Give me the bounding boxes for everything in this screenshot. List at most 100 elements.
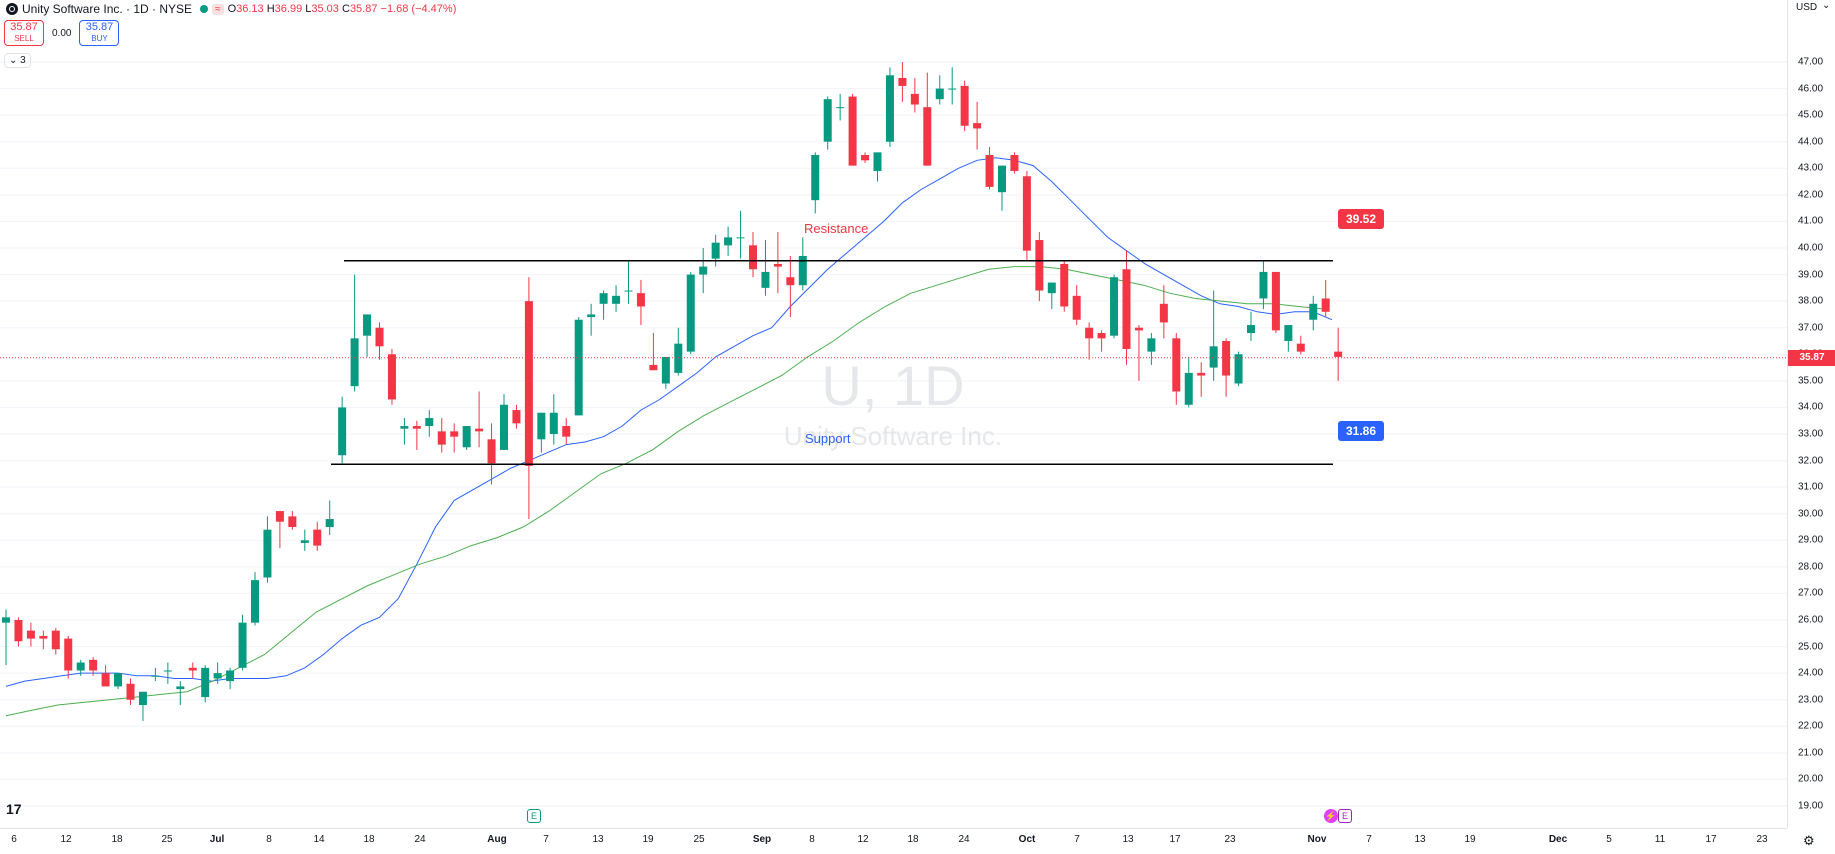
candle-down: [475, 428, 484, 432]
candle-up: [1184, 372, 1193, 405]
candle-up: [263, 529, 272, 578]
price-label: 27.00: [1798, 587, 1824, 599]
candle-down: [1222, 341, 1231, 376]
candle-up: [363, 314, 372, 336]
tradingview-logo-icon[interactable]: 17: [6, 801, 22, 817]
candle-down: [288, 516, 297, 527]
time-label: 12: [857, 834, 869, 845]
chart-pane[interactable]: U, 1D Unity Software Inc. Unity Software…: [0, 0, 1787, 828]
symbol-title[interactable]: Unity Software Inc. · 1D · NYSE: [22, 2, 193, 16]
trade-panel: 35.87 SELL 0.00 35.87 BUY: [4, 20, 120, 46]
candle-up: [1234, 354, 1243, 384]
price-label: 40.00: [1798, 242, 1824, 254]
candle-down: [375, 327, 384, 347]
candle-up: [823, 99, 832, 142]
flash-event-icon[interactable]: ⚡: [1324, 809, 1338, 823]
price-label: 42.00: [1798, 189, 1824, 201]
resistance-label[interactable]: Resistance: [804, 221, 869, 236]
time-scale[interactable]: 6 12 18 25 Jul 8 14 18 24 Aug 7 13 19 25 Sep 8 12 18 24 Oct…: [0, 828, 1787, 854]
candle-up: [350, 338, 359, 387]
price-label: 39.00: [1798, 269, 1824, 281]
candle-down: [14, 620, 23, 642]
indicators-toggle[interactable]: ⌄ 3: [4, 53, 31, 68]
price-label: 43.00: [1798, 162, 1824, 174]
candle-up: [2, 617, 10, 623]
candle-up: [251, 580, 259, 623]
last-price-tag: 35.87: [1788, 349, 1835, 366]
currency-selector[interactable]: USD: [1796, 2, 1818, 13]
price-label: 35.00: [1798, 375, 1824, 387]
buy-button[interactable]: 35.87 BUY: [79, 20, 120, 46]
candle-down: [188, 667, 197, 671]
candle-up: [1284, 325, 1293, 341]
price-label: 29.00: [1798, 534, 1824, 546]
candle-down: [786, 277, 795, 286]
time-label: 23: [1224, 834, 1236, 845]
sell-button[interactable]: 35.87 SELL: [4, 20, 44, 46]
price-label: 41.00: [1798, 215, 1824, 227]
time-label: Oct: [1018, 834, 1036, 845]
price-label: 37.00: [1798, 322, 1824, 334]
candle-up: [674, 343, 683, 373]
time-label: 19: [1464, 834, 1476, 845]
data-mode-pill[interactable]: ≈: [212, 3, 224, 15]
market-status-icon[interactable]: [200, 5, 209, 13]
candlestick-chart[interactable]: U, 1D Unity Software Inc.: [0, 0, 1787, 828]
candle-up: [612, 295, 621, 304]
time-label: 18: [907, 834, 919, 845]
candle-down: [1035, 240, 1044, 291]
candle-down: [1334, 351, 1343, 357]
candle-down: [1097, 333, 1106, 339]
time-label: Dec: [1548, 834, 1568, 845]
earnings-icon[interactable]: E: [527, 809, 541, 823]
candle-up: [811, 155, 820, 201]
candle-down: [749, 245, 757, 270]
candle-up: [1259, 271, 1268, 299]
candle-up: [425, 418, 434, 427]
time-label: 11: [1654, 834, 1666, 845]
price-label: 30.00: [1798, 508, 1824, 520]
price-label: 32.00: [1798, 455, 1824, 467]
upcoming-earnings-icon[interactable]: E: [1338, 809, 1352, 823]
candle-up: [948, 88, 957, 90]
chevron-down-icon[interactable]: ⌄: [1822, 0, 1831, 11]
price-label: 25.00: [1798, 641, 1824, 653]
candle-down: [1296, 343, 1305, 352]
candle-down: [412, 426, 421, 429]
time-label: 25: [161, 834, 173, 845]
time-label: 8: [809, 834, 815, 845]
time-label: Jul: [209, 834, 225, 845]
moving-average-fast: [5, 157, 1333, 687]
price-scale[interactable]: USD ⌄ 47.00 46.00 45.00 44.00 43.00 42.00 41.0…: [1787, 0, 1835, 828]
price-label: 45.00: [1798, 109, 1824, 121]
gear-icon[interactable]: ⚙: [1803, 833, 1815, 848]
candle-down: [773, 263, 782, 267]
candle-down: [126, 683, 135, 700]
support-label[interactable]: Support: [805, 431, 851, 446]
candle-up: [574, 319, 583, 416]
candle-down: [450, 431, 459, 437]
time-label: 25: [693, 834, 705, 845]
candle-down: [1159, 303, 1168, 323]
candle-up: [711, 242, 720, 259]
time-label: 24: [414, 834, 426, 845]
candle-down: [898, 77, 907, 86]
time-label: 18: [363, 834, 375, 845]
candle-up: [1309, 303, 1318, 320]
resistance-price-tag[interactable]: 39.52: [1338, 209, 1385, 229]
price-label: 31.00: [1798, 481, 1824, 493]
candle-down: [1072, 295, 1081, 320]
candle-up: [226, 670, 235, 682]
candle-down: [275, 511, 284, 522]
time-label: 17: [1169, 834, 1181, 845]
candle-up: [151, 675, 160, 677]
support-price-tag[interactable]: 31.86: [1338, 421, 1385, 441]
candle-up: [213, 673, 222, 679]
candle-down: [437, 431, 446, 445]
candle-down: [524, 301, 533, 466]
candle-up: [736, 237, 745, 239]
candle-down: [387, 354, 396, 400]
candle-down: [973, 123, 982, 129]
candle-down: [101, 673, 110, 687]
candle-down: [649, 364, 658, 371]
